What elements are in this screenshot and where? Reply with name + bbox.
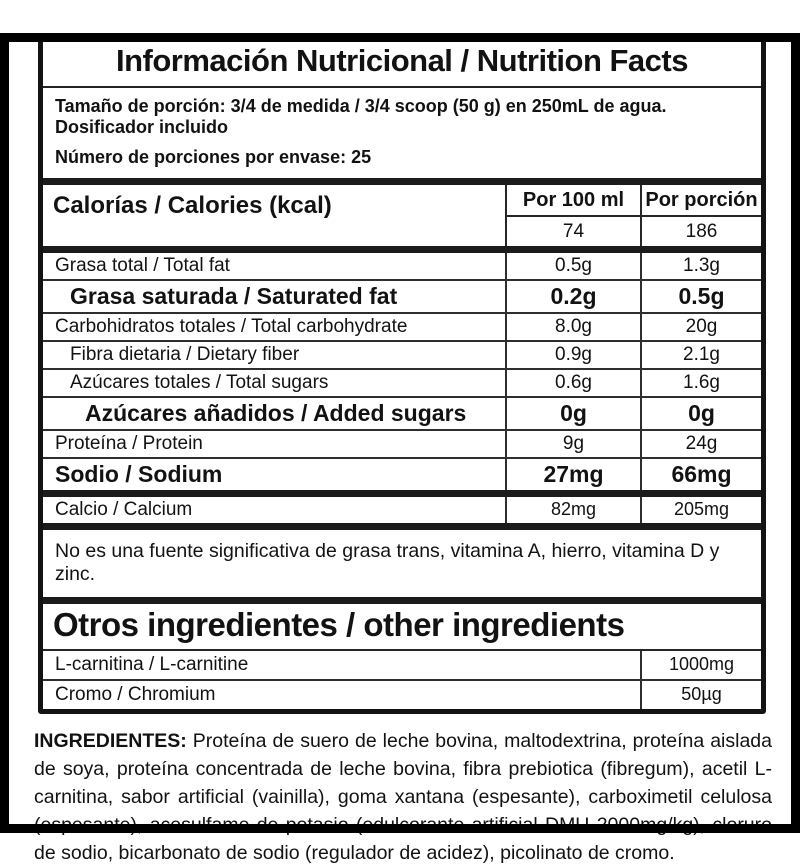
nutrient-name: Azúcares totales / Total sugars — [70, 371, 329, 393]
nutrient-row: Azúcares añadidos / Added sugars 0g 0g — [43, 395, 761, 429]
nutrient-per-100ml-value: 82mg — [505, 496, 640, 523]
nutrient-per-100ml-value: 0.6g — [505, 369, 640, 396]
other-ingredients-title: Otros ingredientes / other ingredients — [43, 604, 761, 651]
serving-info: Tamaño de porción: 3/4 de medida / 3/4 s… — [43, 88, 761, 178]
nutrient-name: Grasa total / Total fat — [55, 254, 230, 276]
section-divider-bar — [43, 596, 761, 604]
nutrition-label: Información Nutricional / Nutrition Fact… — [38, 33, 766, 714]
nutrient-name: Carbohidratos totales / Total carbohydra… — [55, 315, 408, 337]
nutrient-per-serving-value: 66mg — [640, 458, 761, 490]
nutrient-row: Azúcares totales / Total sugars 0.6g 1.6… — [43, 367, 761, 396]
nutrient-per-serving-value: 2.1g — [640, 341, 761, 368]
column-per-serving: Por porción 186 — [640, 184, 761, 246]
nutrient-row: Sodio / Sodium 27mg 66mg — [43, 456, 761, 490]
nutrient-per-serving-value: 1.6g — [640, 369, 761, 396]
nutrient-name: Grasa saturada / Saturated fat — [70, 282, 398, 309]
nutrient-per-100ml-value: 0.2g — [505, 280, 640, 312]
nutrient-per-100ml-value: 9g — [505, 430, 640, 457]
nutrient-per-100ml-value: 0.9g — [505, 341, 640, 368]
nutrient-per-100ml-value: 8.0g — [505, 313, 640, 340]
servings-per-container-text: Número de porciones por envase: 25 — [55, 147, 372, 168]
other-ingredients-table: L-carnitina / L-carnitine 1000mg Cromo /… — [43, 650, 761, 709]
per-100ml-column-header: Por 100 ml — [507, 185, 640, 217]
nutrient-name: Sodio / Sodium — [55, 460, 223, 487]
calories-header-row: Calorías / Calories (kcal) Por 100 ml 74… — [43, 184, 761, 246]
label-title: Información Nutricional / Nutrition Fact… — [43, 38, 761, 88]
nutrient-per-serving-value: 20g — [640, 313, 761, 340]
column-per-100ml: Por 100 ml 74 — [505, 184, 640, 246]
nutrient-name: Proteína / Protein — [55, 432, 203, 454]
other-ingredient-name: Cromo / Chromium — [55, 683, 216, 705]
ingredients-paragraph: INGREDIENTES: Proteína de suero de leche… — [34, 727, 772, 867]
nutrient-row: Grasa saturada / Saturated fat 0.2g 0.5g — [43, 278, 761, 312]
nutrient-per-serving-value: 0.5g — [640, 280, 761, 312]
nutrient-row: Grasa total / Total fat 0.5g 1.3g — [43, 252, 761, 279]
scoop-included-text: Dosificador incluido — [55, 117, 229, 138]
nutrient-per-100ml-value: 0g — [505, 397, 640, 429]
other-ingredient-name: L-carnitina / L-carnitine — [55, 653, 249, 675]
nutrient-name: Fibra dietaria / Dietary fiber — [70, 343, 300, 365]
other-ingredient-amount: 50µg — [640, 680, 761, 709]
not-significant-source-note: No es una fuente significativa de grasa … — [55, 539, 720, 585]
nutrient-row: Proteína / Protein 9g 24g — [43, 428, 761, 457]
section-divider-bar — [43, 177, 761, 185]
section-divider-bar — [43, 489, 761, 497]
calories-label: Calorías / Calories (kcal) — [53, 191, 332, 219]
calories-per-serving-value: 186 — [685, 220, 718, 242]
nutrient-table: Grasa total / Total fat 0.5g 1.3g Grasa … — [43, 252, 761, 490]
serving-size-text: Tamaño de porción: 3/4 de medida / 3/4 s… — [55, 96, 667, 116]
nutrient-row: Carbohidratos totales / Total carbohydra… — [43, 311, 761, 340]
per-serving-column-header: Por porción — [642, 185, 761, 217]
minerals-table: Calcio / Calcium 82mg 205mg — [43, 496, 761, 523]
other-ingredient-row: L-carnitina / L-carnitine 1000mg — [43, 650, 761, 679]
nutrient-per-serving-value: 24g — [640, 430, 761, 457]
calories-per-100ml-value: 74 — [562, 220, 585, 242]
ingredients-label: INGREDIENTES: — [34, 729, 187, 752]
section-divider-bar — [43, 522, 761, 530]
nutrient-row: Fibra dietaria / Dietary fiber 0.9g 2.1g — [43, 339, 761, 368]
nutrient-row: Calcio / Calcium 82mg 205mg — [43, 496, 761, 523]
nutrient-per-serving-value: 1.3g — [640, 252, 761, 279]
nutrient-per-serving-value: 205mg — [640, 496, 761, 523]
other-ingredient-amount: 1000mg — [640, 650, 761, 679]
section-divider-bar — [43, 245, 761, 253]
nutrient-name: Calcio / Calcium — [55, 498, 193, 520]
nutrient-per-100ml-value: 0.5g — [505, 252, 640, 279]
other-ingredient-row: Cromo / Chromium 50µg — [43, 678, 761, 709]
nutrient-name: Azúcares añadidos / Added sugars — [85, 399, 467, 426]
nutrient-per-serving-value: 0g — [640, 397, 761, 429]
nutrient-per-100ml-value: 27mg — [505, 458, 640, 490]
